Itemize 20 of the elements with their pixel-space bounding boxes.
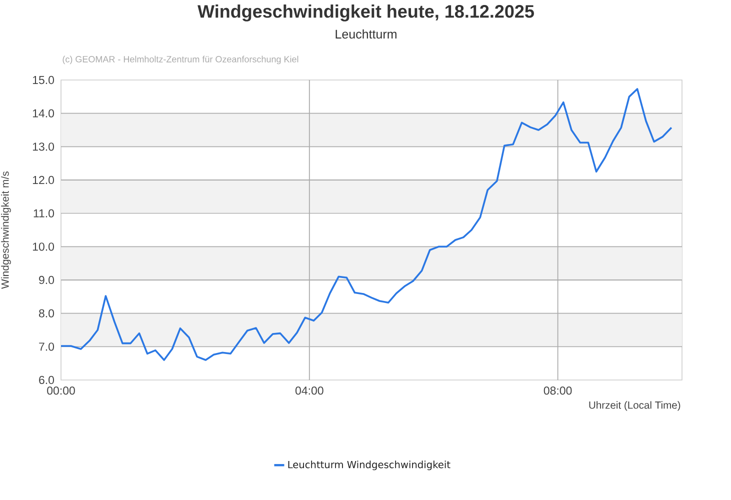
y-tick-label: 9.0: [39, 276, 54, 284]
text: (c) GEOMAR - Helmholtz-Zentrum für Ozeanforschung Kiel: [62, 56, 298, 64]
y-tick-label: 8.0: [38, 309, 54, 318]
chart-subtitle: Leuchtturm: [336, 29, 396, 39]
x-tick-label: 08:00: [544, 386, 572, 395]
y-tick-label: 7.0: [39, 342, 54, 351]
chart-title: Windgeschwindigkeit heute, 18.12.2025: [198, 4, 534, 22]
y-tick-label: 10.0: [32, 242, 54, 251]
y-tick-label: 14.0: [32, 109, 54, 118]
y-axis-title: Windgeschwindigkeit m/s: [1, 171, 11, 289]
y-tick-label: 11.0: [34, 209, 54, 218]
y-tick-label: 15.0: [32, 76, 54, 84]
y-tick-label: 13.0: [32, 142, 54, 151]
x-tick-label: 00:00: [47, 386, 75, 395]
y-tick-label: 6.0: [39, 376, 54, 384]
line-series: [61, 88, 672, 361]
y-tick-label: 12.0: [32, 176, 54, 184]
x-axis-title: Uhrzeit (Local Time): [589, 401, 680, 411]
legend-label: Leuchtturm Windgeschwindigkeit: [288, 460, 450, 470]
x-tick-label: 04:00: [295, 386, 324, 395]
